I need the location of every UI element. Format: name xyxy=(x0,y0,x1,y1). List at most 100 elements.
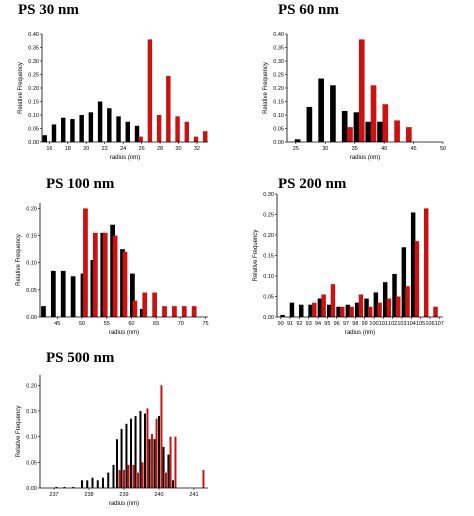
bar-red-0 xyxy=(138,136,143,142)
bar-black-5 xyxy=(326,304,332,317)
x-tick-label: 104 xyxy=(407,321,416,327)
bar-black-7 xyxy=(107,108,112,142)
y-tick-label: 0.30 xyxy=(28,59,39,65)
x-tick-label: 75 xyxy=(202,321,208,327)
bar-red-13 xyxy=(202,470,205,488)
y-axis-label: Relative Frequency xyxy=(16,406,22,458)
y-tick-label: 0.40 xyxy=(273,32,284,38)
bar-black-10 xyxy=(373,292,379,317)
chart-title-5: PS 500 nm xyxy=(46,350,115,366)
bar-black-7 xyxy=(110,224,116,317)
x-tick-label: 100 xyxy=(369,321,378,327)
bar-black-0 xyxy=(41,306,46,317)
bar-red-1 xyxy=(147,39,153,142)
y-tick-label: 0.20 xyxy=(263,233,274,239)
chart-title-4: PS 200 nm xyxy=(278,176,347,192)
x-tick-label: 91 xyxy=(287,321,293,327)
y-tick-label: 0.00 xyxy=(273,140,284,146)
bar-black-16 xyxy=(144,413,146,488)
x-tick-label: 60 xyxy=(128,321,134,327)
y-tick-label: 0.05 xyxy=(28,127,39,133)
x-axis-label: radius (nm) xyxy=(110,155,140,161)
bar-red-0 xyxy=(312,302,317,317)
bar-red-2 xyxy=(102,232,108,317)
x-tick-label: 241 xyxy=(189,492,198,498)
x-tick-label: 107 xyxy=(435,321,444,327)
x-tick-label: 95 xyxy=(324,321,330,327)
x-tick-label: 30 xyxy=(322,146,328,152)
bar-black-1 xyxy=(51,124,57,142)
bar-black-9 xyxy=(364,298,369,317)
y-axis-label: Relative Frequency xyxy=(263,62,269,114)
bar-black-4 xyxy=(341,110,348,142)
bar-black-4 xyxy=(80,273,86,317)
bar-black-10 xyxy=(134,125,140,142)
bar-black-2 xyxy=(60,117,66,142)
y-tick-label: 0.10 xyxy=(26,435,37,441)
bar-red-9 xyxy=(172,306,177,317)
bar-red-7 xyxy=(152,292,158,317)
bar-black-6 xyxy=(100,232,106,317)
bar-red-3 xyxy=(112,235,118,317)
bar-black-7 xyxy=(345,304,351,317)
x-tick-label: 238 xyxy=(84,492,93,498)
y-tick-label: 0.10 xyxy=(273,113,284,119)
x-tick-label: 65 xyxy=(153,321,159,327)
x-tick-label: 35 xyxy=(352,146,358,152)
x-tick-label: 103 xyxy=(397,321,406,327)
y-tick-label: 0.05 xyxy=(273,127,284,133)
bar-red-5 xyxy=(358,294,364,317)
x-tick-label: 90 xyxy=(278,321,284,327)
bar-red-8 xyxy=(162,306,167,317)
bar-red-6 xyxy=(368,306,373,317)
bar-black-0 xyxy=(294,139,301,142)
y-tick-label: 0.20 xyxy=(26,383,37,389)
y-tick-label: 0.15 xyxy=(273,100,284,106)
bar-red-6 xyxy=(146,408,149,488)
x-tick-label: 240 xyxy=(154,492,163,498)
y-tick-label: 0.25 xyxy=(273,73,284,79)
bar-red-5 xyxy=(141,462,144,488)
bar-black-1 xyxy=(289,302,295,317)
bar-red-0 xyxy=(83,208,88,317)
x-tick-label: 22 xyxy=(102,146,108,152)
chart-title-2: PS 60 nm xyxy=(278,2,339,18)
x-tick-label: 50 xyxy=(440,146,446,152)
bar-black-4 xyxy=(79,115,84,142)
x-tick-label: 94 xyxy=(315,321,321,327)
bar-black-8 xyxy=(354,302,360,317)
x-axis-label: radius (nm) xyxy=(109,330,139,336)
bar-black-9 xyxy=(130,273,135,317)
x-tick-label: 93 xyxy=(306,321,312,327)
y-tick-label: 0.35 xyxy=(273,46,284,52)
bar-red-10 xyxy=(405,286,410,317)
bar-black-4 xyxy=(86,480,89,488)
x-tick-label: 105 xyxy=(416,321,425,327)
bar-black-10 xyxy=(139,308,145,317)
bar-black-21 xyxy=(167,454,170,488)
x-tick-label: 70 xyxy=(178,321,184,327)
y-tick-label: 0.10 xyxy=(26,261,37,267)
x-tick-label: 18 xyxy=(65,146,71,152)
y-tick-label: 0.05 xyxy=(26,288,37,294)
y-tick-label: 0.05 xyxy=(263,295,274,301)
y-axis-label: Relative Frequency xyxy=(16,234,22,286)
bar-black-2 xyxy=(72,486,75,488)
bar-red-3 xyxy=(382,104,389,142)
bar-black-12 xyxy=(125,423,128,488)
bar-red-2 xyxy=(370,85,377,142)
bar-black-19 xyxy=(158,416,160,488)
bar-red-9 xyxy=(395,296,401,317)
x-tick-label: 98 xyxy=(352,321,358,327)
y-axis-label: Relative Frequency xyxy=(253,230,259,282)
y-tick-label: 0.15 xyxy=(26,234,37,240)
x-tick-label: 24 xyxy=(120,146,126,152)
bar-black-5 xyxy=(88,112,94,142)
y-tick-label: 0.00 xyxy=(26,315,37,321)
y-tick-label: 0.00 xyxy=(26,486,37,492)
bar-black-3 xyxy=(81,480,83,488)
y-tick-label: 0.10 xyxy=(28,113,39,119)
x-tick-label: 28 xyxy=(157,146,163,152)
